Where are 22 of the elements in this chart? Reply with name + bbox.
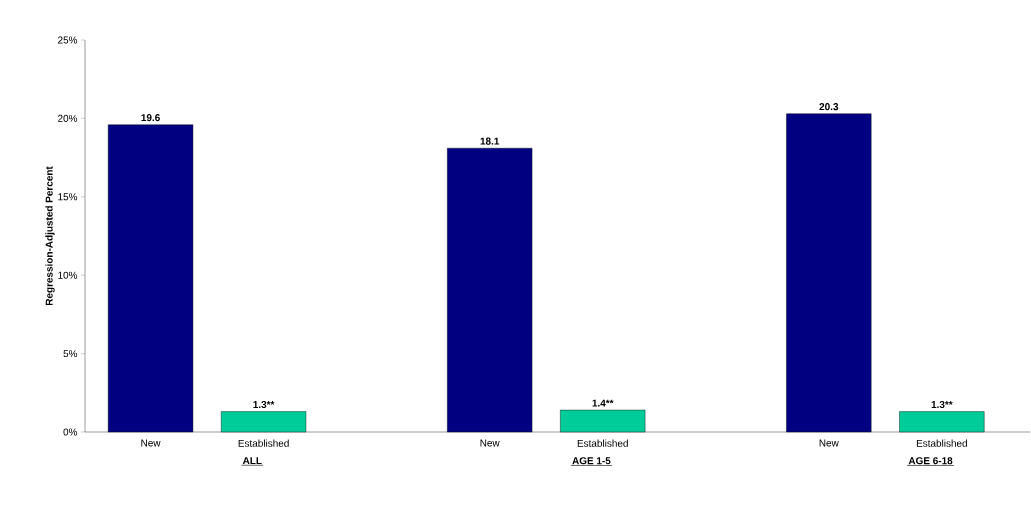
text: AGE 6-18 — [908, 457, 953, 465]
y-tick-label: 25% — [58, 36, 78, 44]
data-label: 18.1 — [480, 137, 500, 145]
data-label: 19.6 — [141, 114, 160, 122]
y-tick-label: 20% — [58, 114, 78, 122]
text: AGE 1-5 — [572, 457, 611, 465]
y-tick-label: 0% — [63, 428, 78, 436]
data-label: 1.3** — [931, 401, 953, 409]
y-tick-label: 15% — [58, 193, 78, 201]
x-tick-label: Established — [238, 439, 289, 447]
y-axis-title: Regression-Adjusted Percent — [45, 166, 55, 306]
y-tick-label: 10% — [58, 271, 78, 279]
x-tick-label: New — [819, 439, 839, 447]
x-tick-label: New — [141, 439, 161, 447]
data-label: 1.3** — [253, 401, 275, 409]
text: ALL — [242, 457, 262, 465]
x-tick-label: Established — [577, 439, 628, 447]
data-label: 20.3 — [819, 103, 839, 111]
x-tick-label: Established — [916, 439, 967, 447]
data-label: 1.4** — [592, 399, 614, 407]
y-tick-label: 5% — [63, 350, 78, 358]
x-tick-label: New — [480, 439, 500, 447]
